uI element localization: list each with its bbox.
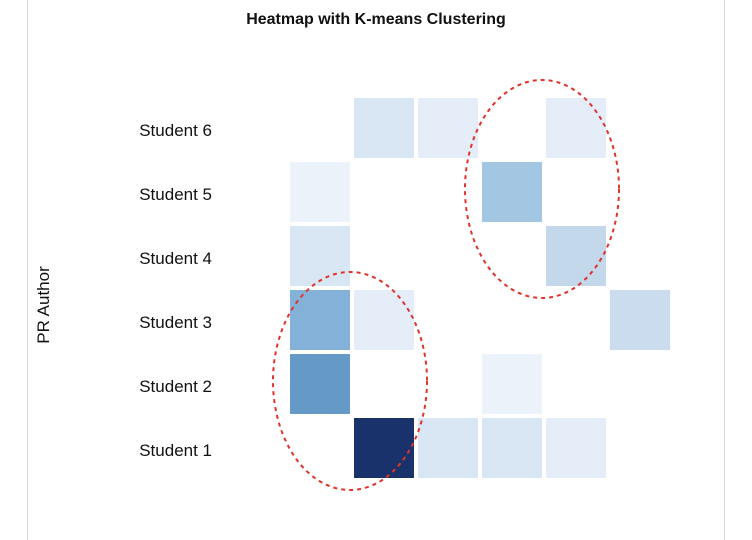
cluster-outlines	[272, 79, 620, 491]
cluster-outline	[464, 79, 620, 299]
heatmap-cell	[290, 162, 350, 222]
heatmap-cells	[290, 98, 670, 478]
chart-title: Heatmap with K-means Clustering	[246, 11, 506, 28]
plot-frame	[27, 0, 725, 540]
y-tick-label: Student 1	[139, 441, 212, 460]
heatmap-cell	[290, 290, 350, 350]
heatmap-cell	[418, 98, 478, 158]
y-tick-labels: Student 6 Student 5 Student 4 Student 3 Stud…	[139, 121, 212, 460]
heatmap-cell	[354, 418, 414, 478]
y-tick-label: Student 3	[139, 313, 212, 332]
y-tick-label: Student 2	[139, 377, 212, 396]
heatmap-cell	[482, 162, 542, 222]
heatmap-cell	[354, 290, 414, 350]
heatmap-cell	[418, 418, 478, 478]
heatmap-cell	[482, 418, 542, 478]
heatmap-cell	[290, 226, 350, 286]
cluster-outline	[272, 271, 428, 491]
heatmap-cell	[482, 354, 542, 414]
heatmap-cell	[546, 98, 606, 158]
y-tick-label: Student 5	[139, 185, 212, 204]
heatmap-cell	[354, 98, 414, 158]
y-axis-label: PR Author	[34, 266, 53, 344]
y-tick-label: Student 6	[139, 121, 212, 140]
heatmap-cell	[546, 226, 606, 286]
heatmap-cell	[610, 290, 670, 350]
y-tick-label: Student 4	[139, 249, 212, 268]
heatmap-cell	[546, 418, 606, 478]
heatmap-cell	[290, 354, 350, 414]
